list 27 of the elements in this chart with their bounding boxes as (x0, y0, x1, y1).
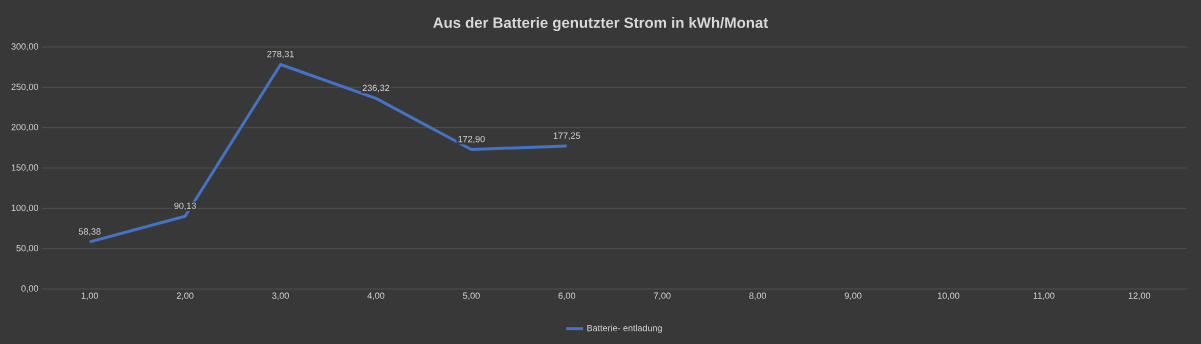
data-label: 177,25 (553, 132, 581, 140)
y-tick-label: 300,00 (11, 43, 39, 51)
y-tick-label: 100,00 (11, 204, 39, 213)
x-tick-label: 2,00 (176, 292, 194, 300)
y-tick-label: 200,00 (11, 123, 39, 132)
x-tick-label: 4,00 (367, 292, 385, 300)
x-tick-label: 3,00 (272, 292, 289, 300)
x-tick-label: 10,00 (937, 292, 960, 300)
y-tick-label: 250,00 (11, 83, 39, 92)
chart-title: Aus der Batterie genutzter Strom in kWh/Monat (433, 17, 769, 31)
x-tick-label: 7,00 (653, 292, 671, 300)
x-tick-label: 9,00 (844, 292, 862, 300)
data-label: 172,90 (458, 135, 485, 144)
y-tick-label: 50,00 (16, 244, 39, 253)
x-tick-label: 1,00 (81, 292, 99, 300)
data-label: 236,32 (362, 84, 390, 93)
legend-label: Batterie- entladung (587, 324, 662, 333)
data-label: 58,38 (78, 228, 101, 236)
x-tick-label: 6,00 (558, 292, 576, 300)
data-label: 90,13 (174, 202, 196, 211)
y-tick-label: 150,00 (11, 164, 39, 172)
x-tick-label: 12,00 (1128, 292, 1151, 300)
y-tick-label: 0,00 (21, 285, 39, 293)
x-tick-label: 11,00 (1033, 292, 1055, 300)
data-label: 278,31 (267, 50, 294, 59)
x-tick-label: 5,00 (463, 292, 480, 300)
x-tick-label: 8,00 (749, 292, 767, 300)
